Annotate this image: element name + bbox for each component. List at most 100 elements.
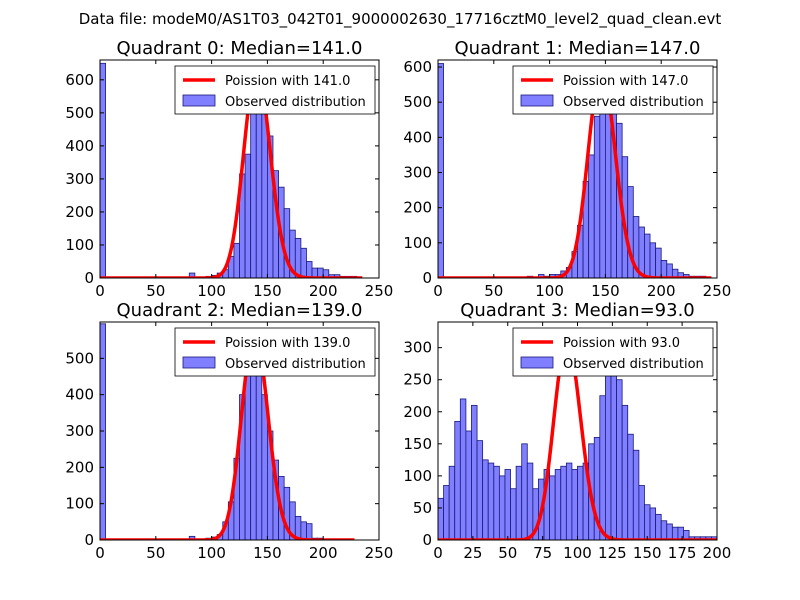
histogram-bar: [448, 465, 456, 540]
y-tick-label: 600: [403, 58, 432, 76]
histogram-bar: [660, 520, 668, 540]
x-tick-label: 100: [197, 544, 226, 562]
histogram-bar: [632, 449, 640, 540]
x-tick-label: 200: [703, 544, 732, 562]
histogram-bar: [521, 443, 528, 540]
histogram-bar: [549, 475, 556, 540]
histogram-bar: [300, 521, 307, 540]
x-tick-label: 200: [309, 544, 338, 562]
y-tick-label: 200: [403, 199, 432, 217]
x-tick-label: 50: [146, 544, 165, 562]
y-tick-label: 100: [65, 236, 94, 254]
y-tick-label: 150: [403, 435, 432, 453]
panel-title: Quadrant 0: Median=141.0: [117, 38, 363, 59]
legend-poisson-label: Poission with 139.0: [225, 336, 350, 351]
y-tick-label: 500: [65, 349, 94, 367]
y-tick-label: 0: [84, 531, 94, 549]
legend-observed-label: Observed distribution: [225, 95, 366, 110]
x-tick-label: 0: [95, 544, 105, 562]
x-tick-label: 150: [253, 282, 282, 300]
histogram-bar: [526, 462, 534, 540]
histogram-bar: [482, 459, 489, 540]
histogram-bar: [644, 504, 651, 540]
histogram-bar: [459, 398, 467, 540]
x-tick-label: 200: [647, 282, 676, 300]
histogram-bar: [616, 379, 623, 540]
y-tick-label: 200: [65, 203, 94, 221]
y-tick-label: 500: [403, 93, 432, 111]
legend-box: [512, 327, 714, 377]
x-tick-label: 100: [563, 544, 592, 562]
y-tick-label: 300: [403, 339, 432, 357]
x-tick-label: 175: [668, 544, 697, 562]
y-tick-label: 250: [403, 371, 432, 389]
legend-poisson-label: Poission with 93.0: [563, 336, 680, 351]
histogram-bar: [294, 237, 302, 278]
histogram-bar: [476, 440, 484, 540]
panel-title: Quadrant 1: Median=147.0: [455, 38, 701, 59]
histogram-bar: [510, 488, 517, 540]
x-tick-label: 50: [146, 282, 165, 300]
histogram-bar: [465, 430, 472, 540]
y-tick-label: 0: [422, 269, 432, 287]
x-tick-label: 100: [197, 282, 226, 300]
legend-observed-label: Observed distribution: [563, 357, 704, 372]
x-tick-label: 125: [598, 544, 627, 562]
legend-observed-swatch: [182, 356, 216, 369]
axes-frame: [99, 59, 380, 279]
legend-observed-swatch: [520, 94, 554, 107]
poisson-curve: [438, 339, 717, 540]
y-tick-label: 0: [84, 269, 94, 287]
y-tick-label: 100: [65, 495, 94, 513]
histogram-bar: [322, 269, 330, 278]
histogram-bar: [498, 475, 506, 540]
histogram-bar: [577, 465, 584, 540]
legend: Poission with 147.0 Observed distribution: [512, 65, 714, 115]
histogram-bar: [250, 357, 257, 540]
histogram-bar: [244, 153, 252, 278]
histogram-bar: [649, 507, 657, 540]
legend: Poission with 141.0 Observed distribution: [174, 65, 376, 115]
histogram-bar: [560, 465, 567, 540]
x-tick-label: 50: [498, 544, 517, 562]
axes-frame: [437, 59, 718, 279]
x-tick-label: 25: [463, 544, 482, 562]
quadrant-1-panel: 0 50 100 150 200 250 0 100 200 300 400 500 600 Quadra…: [403, 38, 731, 300]
x-tick-label: 150: [253, 544, 282, 562]
x-tick-label: 0: [433, 544, 443, 562]
quadrant-0-panel: 0 50 100 150 200 250 0 100 200 300 400 500 600 Quadra…: [65, 38, 393, 300]
histogram-bar: [438, 63, 444, 278]
histogram-bar: [655, 247, 662, 278]
panel-title: Quadrant 3: Median=93.0: [460, 300, 695, 321]
y-tick-label: 400: [403, 128, 432, 146]
histogram-bar: [666, 263, 673, 278]
histogram-bar: [666, 523, 673, 540]
histogram-bar: [100, 62, 106, 278]
y-tick-label: 500: [65, 104, 94, 122]
histogram-bar: [306, 261, 313, 278]
y-tick-label: 400: [65, 137, 94, 155]
histogram-bar: [655, 513, 662, 540]
histogram-bar: [306, 523, 313, 540]
histogram-bar: [588, 154, 595, 278]
histogram-bar: [677, 526, 684, 540]
histogram-bar: [250, 94, 257, 278]
x-tick-label: 50: [484, 282, 503, 300]
figure-title: Data file: modeM0/AS1T03_042T01_90000026…: [79, 10, 722, 29]
x-tick-label: 75: [533, 544, 552, 562]
histogram-bar: [565, 462, 573, 540]
histogram-bars: [438, 63, 707, 278]
x-tick-label: 0: [433, 282, 443, 300]
quadrant-2-panel: 0 50 100 150 200 250 0 100 200 300 400 500 Quadrant …: [65, 300, 393, 562]
quadrant-3-panel: 0 25 50 75 100 125 150 175 200 0 50 100 150 200 250 300…: [403, 300, 731, 562]
y-tick-label: 50: [413, 499, 432, 517]
histogram-bar: [649, 242, 657, 278]
histogram-bar: [571, 469, 578, 540]
y-tick-label: 200: [65, 458, 94, 476]
histogram-bar: [593, 115, 601, 278]
y-tick-label: 600: [65, 71, 94, 89]
x-tick-label: 0: [95, 282, 105, 300]
histogram-bar: [638, 485, 645, 540]
x-tick-label: 250: [365, 544, 394, 562]
